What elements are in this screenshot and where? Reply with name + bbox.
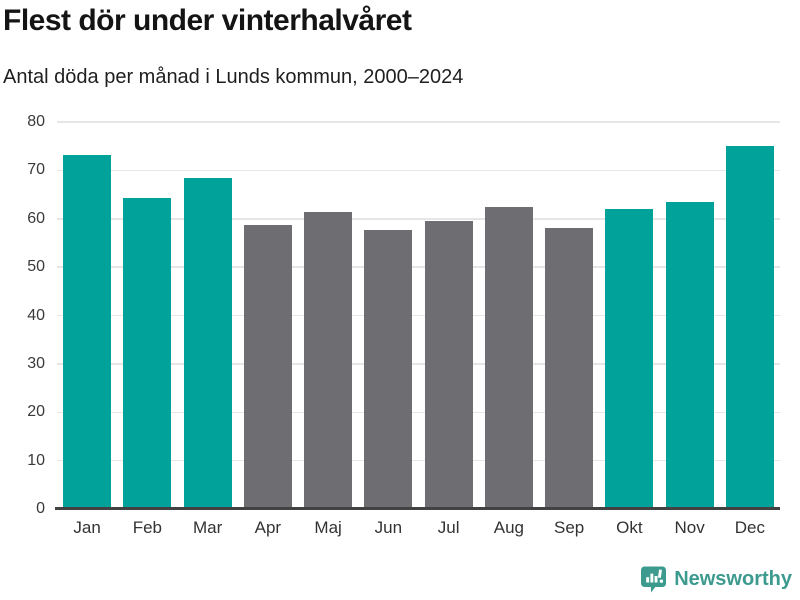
y-tick-label-20: 20	[27, 403, 45, 421]
x-tick-label-feb: Feb	[132, 518, 163, 537]
bar-nov	[665, 202, 714, 509]
x-tick-label-jan: Jan	[73, 518, 101, 537]
y-tick-label-60: 60	[27, 209, 45, 227]
y-tick-label-0: 0	[36, 500, 45, 517]
gridline-y-10	[57, 459, 780, 462]
y-axis-tick-labels: 0 10 20 30 40 50 60 70 80	[0, 113, 45, 517]
x-axis-tick-labels: Jan Feb Mar Apr Maj Jun Jul Aug Sep Okt Nov Dec	[57, 518, 780, 542]
gridline-y-80	[57, 121, 780, 123]
x-tick-label-jun: Jun	[374, 518, 403, 537]
gridline-y-50	[57, 266, 780, 268]
plot-area	[57, 121, 780, 509]
y-tick-label-80: 80	[27, 113, 45, 130]
x-tick-label-aug: Aug	[493, 518, 524, 537]
x-tick-label-okt: Okt	[616, 518, 643, 537]
gridline-y-20	[57, 411, 780, 413]
bar-maj	[304, 211, 353, 509]
x-tick-label-mar: Mar	[192, 518, 223, 537]
bar-okt	[605, 208, 654, 509]
y-tick-label-10: 10	[27, 451, 45, 469]
y-tick-label-30: 30	[27, 354, 45, 372]
brand-footer: Newsworthy	[640, 565, 792, 594]
x-tick-label-dec: Dec	[734, 518, 765, 537]
gridline-y-70	[57, 169, 780, 172]
bar-apr	[243, 224, 292, 509]
brand-name: Newsworthy	[674, 568, 792, 590]
bar-feb	[123, 197, 172, 509]
bar-dec	[725, 146, 774, 509]
bar-jan	[63, 154, 112, 509]
gridline-y-60	[57, 218, 780, 220]
bar-mar	[183, 178, 232, 509]
y-tick-label-50: 50	[27, 258, 45, 276]
y-tick-label-40: 40	[27, 306, 45, 324]
x-tick-label-jul: Jul	[437, 518, 460, 537]
bar-jul	[424, 221, 473, 509]
x-tick-label-nov: Nov	[674, 518, 705, 537]
bar-sep	[545, 227, 594, 509]
gridline-y-30	[57, 363, 780, 365]
chart-title: Flest dör under vinterhalvåret	[3, 4, 412, 37]
x-tick-label-maj: Maj	[314, 518, 342, 537]
chart-subtitle: Antal döda per månad i Lunds kommun, 200…	[3, 66, 464, 88]
newsworthy-bar-chart-bubble-icon	[641, 566, 667, 593]
x-tick-label-apr: Apr	[254, 518, 282, 537]
bar-aug	[484, 206, 533, 509]
y-tick-label-70: 70	[27, 161, 45, 179]
x-tick-label-sep: Sep	[554, 518, 585, 537]
gridline-y-40	[57, 314, 780, 317]
bar-jun	[364, 230, 413, 509]
x-axis-line	[55, 507, 780, 510]
